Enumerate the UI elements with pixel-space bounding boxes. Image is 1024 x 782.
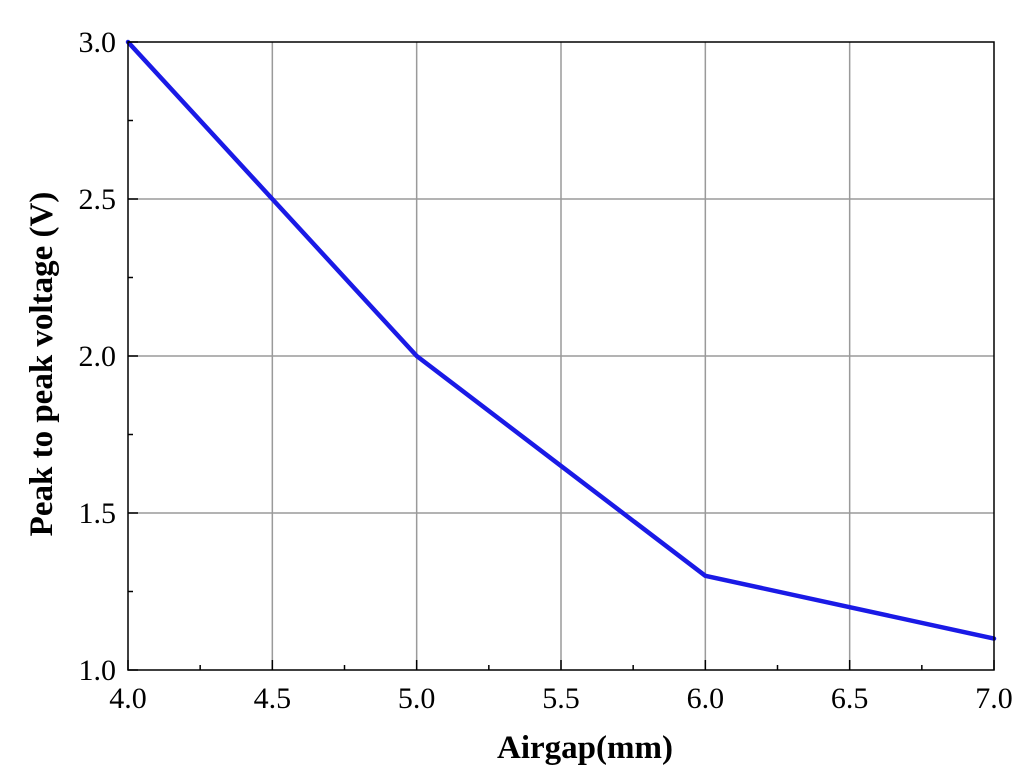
x-tick-label: 6.0 bbox=[687, 682, 725, 715]
y-tick-label: 2.5 bbox=[79, 183, 117, 216]
axis-ticks bbox=[127, 41, 995, 671]
y-tick-label: 1.5 bbox=[79, 497, 117, 530]
x-tick-label: 6.5 bbox=[831, 682, 869, 715]
grid-lines bbox=[128, 42, 994, 670]
series-layer bbox=[125, 39, 997, 641]
y-tick-label: 1.0 bbox=[79, 654, 117, 687]
y-tick-label: 3.0 bbox=[79, 26, 117, 59]
series-line-0 bbox=[125, 39, 997, 641]
x-axis-title: Airgap(mm) bbox=[497, 730, 673, 766]
x-tick-label: 5.0 bbox=[398, 682, 436, 715]
y-tick-label: 2.0 bbox=[79, 340, 117, 373]
x-tick-label: 7.0 bbox=[975, 682, 1013, 715]
x-tick-labels: 4.0 4.5 5.0 5.5 6.0 6.5 7.0 bbox=[109, 682, 1013, 715]
x-tick-label: 4.0 bbox=[109, 682, 147, 715]
y-tick-labels: 1.0 1.5 2.0 2.5 3.0 bbox=[79, 26, 117, 687]
y-axis-title: Peak to peak voltage (V) bbox=[24, 192, 60, 537]
x-tick-label: 5.5 bbox=[542, 682, 580, 715]
x-tick-label: 4.5 bbox=[254, 682, 292, 715]
